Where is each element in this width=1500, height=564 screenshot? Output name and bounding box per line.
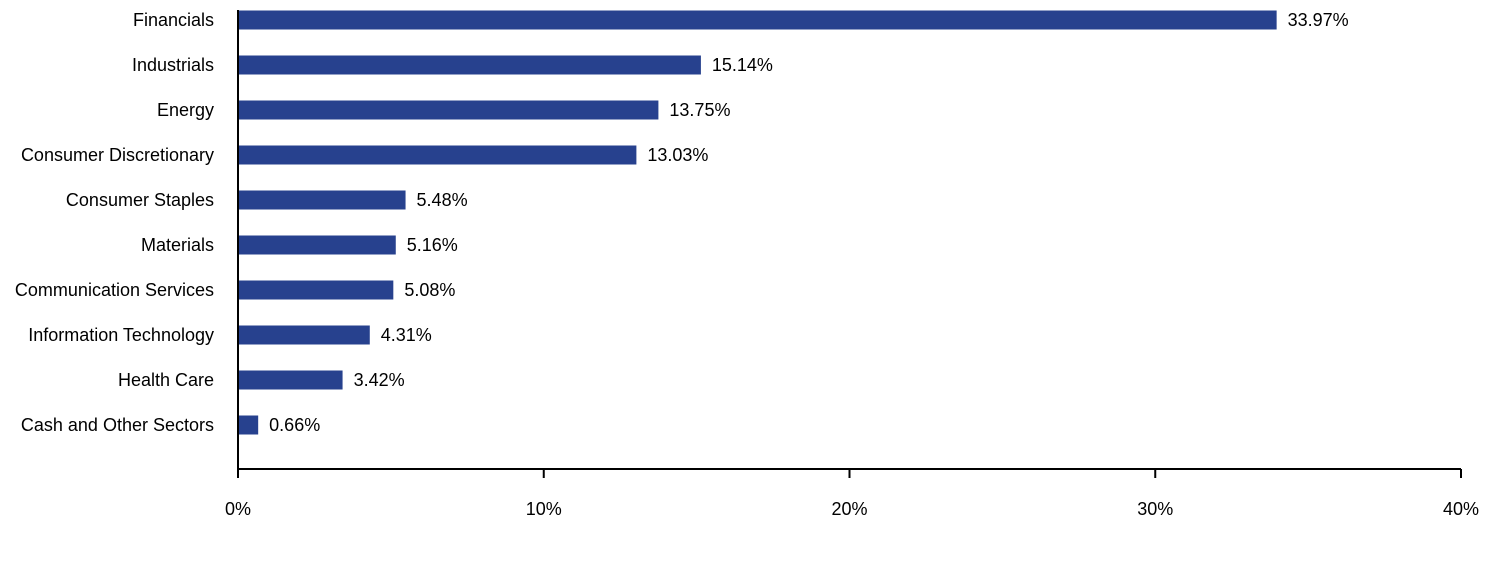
value-label-communication-services: 5.08%: [404, 280, 455, 300]
x-tick-label-40: 40%: [1443, 499, 1479, 519]
category-label-industrials: Industrials: [132, 55, 214, 75]
x-tick-label-30: 30%: [1137, 499, 1173, 519]
value-label-financials: 33.97%: [1288, 10, 1349, 30]
x-tick-label-10: 10%: [526, 499, 562, 519]
x-tick-label-0: 0%: [225, 499, 251, 519]
category-label-cash-and-other-sectors: Cash and Other Sectors: [21, 415, 214, 435]
category-label-health-care: Health Care: [118, 370, 214, 390]
bar-health-care: [238, 370, 343, 390]
bar-cash-and-other-sectors: [238, 415, 259, 435]
bar-financials: [238, 10, 1277, 30]
bar-information-technology: [238, 325, 370, 345]
bar-materials: [238, 235, 396, 255]
value-label-information-technology: 4.31%: [381, 325, 432, 345]
category-label-energy: Energy: [157, 100, 214, 120]
bar-communication-services: [238, 280, 394, 300]
value-label-health-care: 3.42%: [354, 370, 405, 390]
value-label-cash-and-other-sectors: 0.66%: [269, 415, 320, 435]
category-label-financials: Financials: [133, 10, 214, 30]
value-label-industrials: 15.14%: [712, 55, 773, 75]
category-label-consumer-staples: Consumer Staples: [66, 190, 214, 210]
axis-layer: 0% 10% 20% 30% 40%: [225, 10, 1479, 519]
category-label-communication-services: Communication Services: [15, 280, 214, 300]
value-label-consumer-staples: 5.48%: [417, 190, 468, 210]
value-label-materials: 5.16%: [407, 235, 458, 255]
category-label-materials: Materials: [141, 235, 214, 255]
value-label-consumer-discretionary: 13.03%: [647, 145, 708, 165]
category-label-consumer-discretionary: Consumer Discretionary: [21, 145, 214, 165]
bar-industrials: [238, 55, 701, 75]
category-label-information-technology: Information Technology: [28, 325, 214, 345]
bar-consumer-staples: [238, 190, 406, 210]
value-label-energy: 13.75%: [669, 100, 730, 120]
bar-consumer-discretionary: [238, 145, 637, 165]
x-tick-label-20: 20%: [831, 499, 867, 519]
bars-layer: Financials 33.97% Industrials 15.14% Energy 1…: [15, 10, 1349, 435]
bar-energy: [238, 100, 659, 120]
